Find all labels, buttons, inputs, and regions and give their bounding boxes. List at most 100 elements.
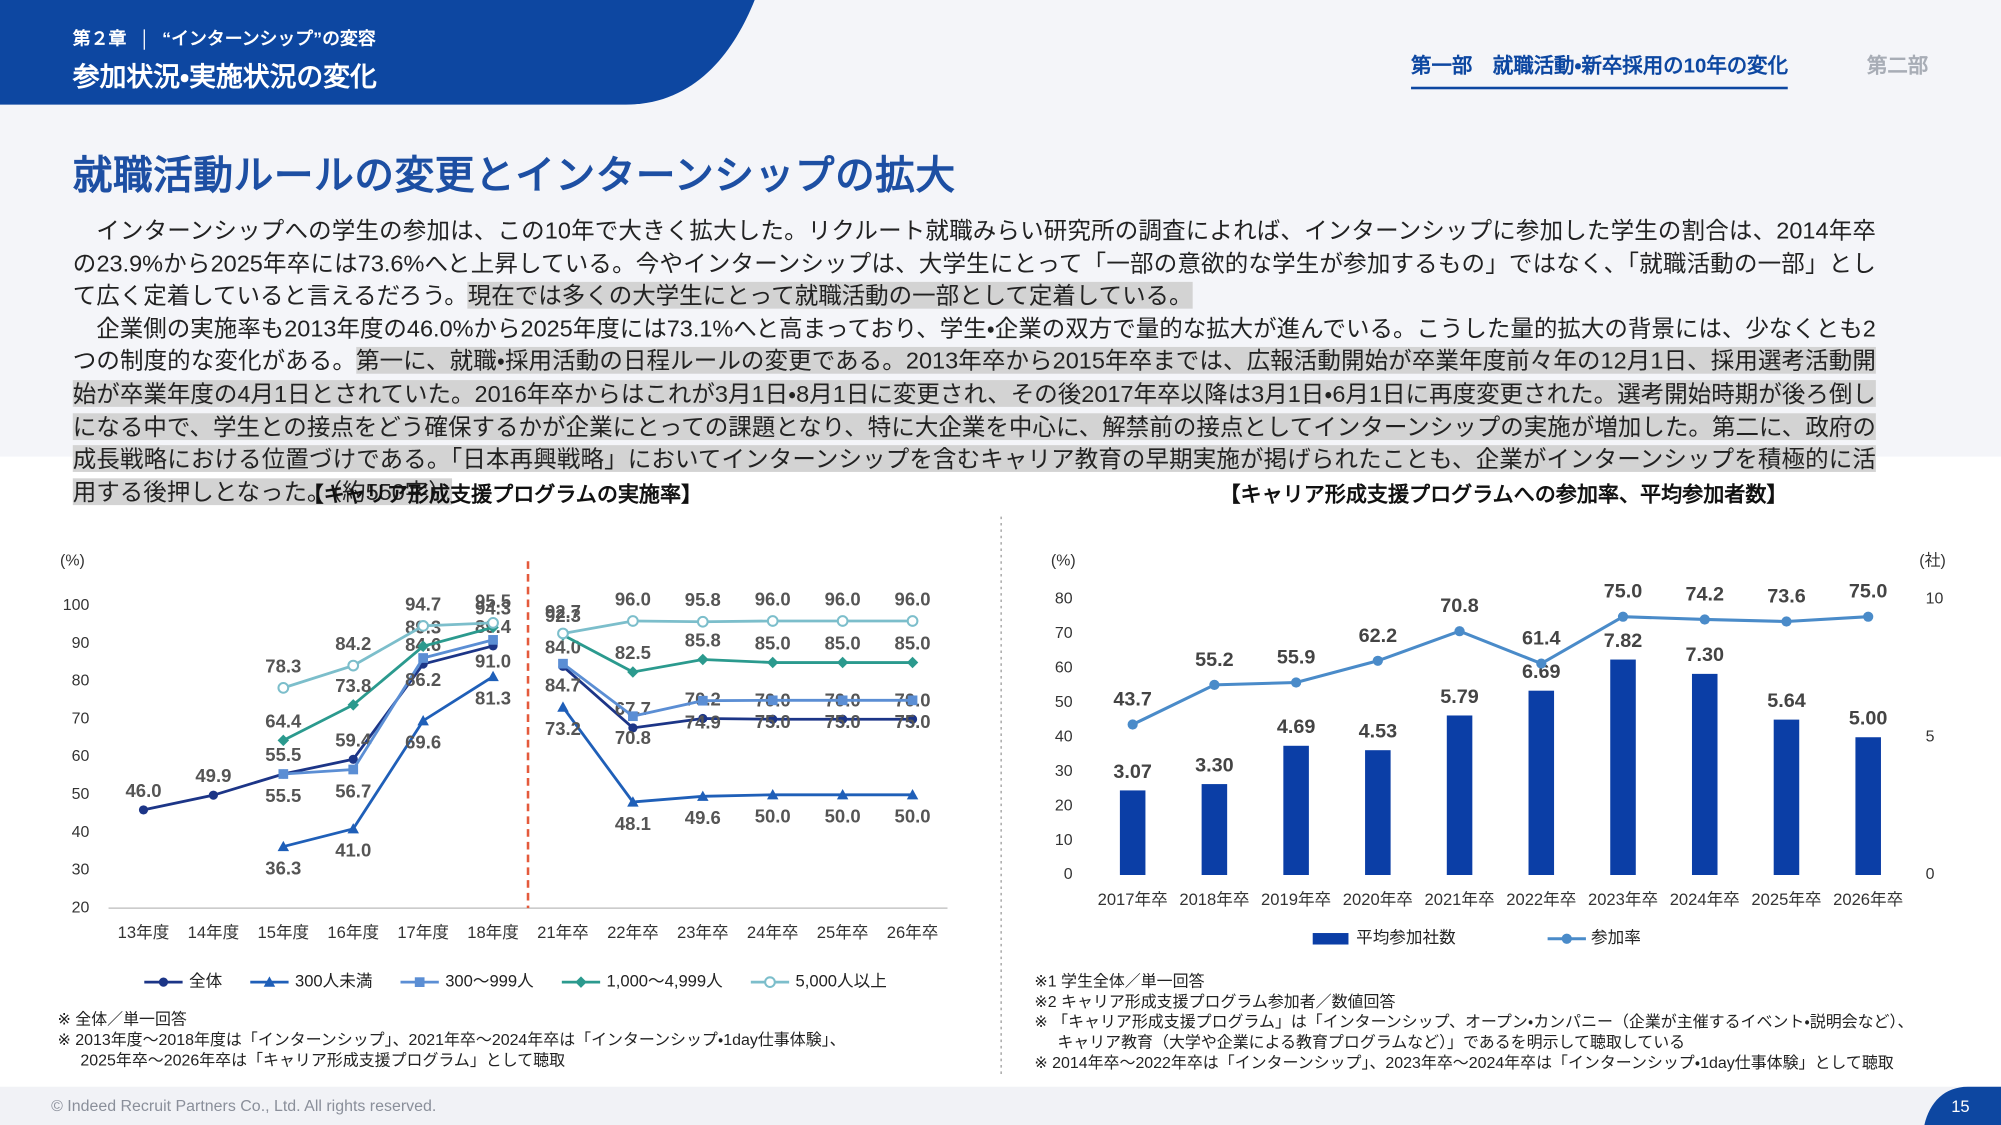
x-tick-label: 17年度 xyxy=(397,923,449,942)
copyright: © Indeed Recruit Partners Co., Ltd. All … xyxy=(51,1096,437,1115)
y-tick-label: 70 xyxy=(1055,625,1073,642)
point xyxy=(277,734,290,747)
point xyxy=(417,714,429,726)
data-label: 78.3 xyxy=(265,655,301,676)
data-label: 82.5 xyxy=(615,642,651,663)
point xyxy=(836,789,849,800)
legend-label: 300〜999人 xyxy=(445,972,534,991)
data-label: 69.6 xyxy=(405,732,441,753)
data-label: 94.7 xyxy=(405,593,441,614)
data-label: 75.0 xyxy=(825,711,861,732)
data-label: 46.0 xyxy=(125,780,161,801)
data-label: 4.53 xyxy=(1359,721,1398,743)
note: ※1 学生全体／単一回答 xyxy=(1034,972,1204,990)
point xyxy=(766,615,779,627)
y-tick-label: 50 xyxy=(1055,694,1073,711)
legend-marker xyxy=(1561,933,1572,944)
body-text: インターンシップへの学生の参加は、この10年で大きく拡大した。リクルート就職みら… xyxy=(72,214,1876,508)
x-tick-label: 2018年卒 xyxy=(1179,890,1249,909)
series-line xyxy=(143,644,913,812)
legend-label: 1,000〜4,999人 xyxy=(607,972,724,991)
note: ※2 キャリア形成支援プログラム参加者／数値回答 xyxy=(1034,993,1395,1011)
x-tick-label: 18年度 xyxy=(467,923,519,942)
bar xyxy=(1691,673,1718,875)
data-label: 95.5 xyxy=(475,590,511,611)
data-label: 74.2 xyxy=(1685,583,1724,605)
x-tick-label: 26年卒 xyxy=(887,923,939,942)
chart-title: 【キャリア形成支援プログラムへの参加率、平均参加者数】 xyxy=(1219,482,1787,507)
x-tick-label: 23年卒 xyxy=(677,923,729,942)
y-tick-label: 20 xyxy=(1055,797,1073,814)
x-tick-label: 25年卒 xyxy=(817,923,869,942)
series-line xyxy=(282,626,913,742)
bar xyxy=(1446,715,1473,875)
point xyxy=(348,754,358,764)
point xyxy=(698,713,708,724)
data-label: 50.0 xyxy=(895,806,931,827)
point xyxy=(488,635,498,645)
point xyxy=(208,790,219,800)
point xyxy=(1699,614,1710,625)
y-tick-label: 30 xyxy=(1055,763,1073,780)
point xyxy=(348,764,359,775)
data-label: 49.6 xyxy=(685,807,721,828)
legend-swatch xyxy=(1312,933,1349,945)
series-line xyxy=(283,638,913,776)
paragraph: 企業側の実施率も2013年度の46.0%から2025年度には73.1%へと高まっ… xyxy=(72,312,1876,508)
nav-tab[interactable]: 第一部 就職活動・新卒採用の10年の変化 xyxy=(1411,48,1789,90)
bar xyxy=(1119,790,1146,875)
series-line xyxy=(282,619,913,690)
data-label: 75.0 xyxy=(1849,581,1888,603)
data-label: 43.7 xyxy=(1113,688,1152,710)
text: 企業側の実施率も2013年度の46.0%から2025年度には73.1%へと高まっ… xyxy=(72,314,1876,375)
point xyxy=(1781,616,1792,627)
y2-tick-label: 5 xyxy=(1926,728,1935,745)
x-tick-label: 22年卒 xyxy=(607,923,659,942)
highlight: 第一に、就職・採用活動の日程ルールの変更である。2013年卒から2015年卒まで… xyxy=(72,347,1876,505)
x-tick-label: 21年卒 xyxy=(537,923,589,942)
point xyxy=(277,840,290,852)
x-tick-label: 2020年卒 xyxy=(1343,890,1413,909)
nav-tab[interactable]: 第二部 xyxy=(1866,56,1929,78)
data-label: 7.30 xyxy=(1685,644,1724,666)
bar xyxy=(1365,750,1391,875)
page-badge-bg xyxy=(1924,1086,2001,1125)
page-title: 就職活動ルールの変更とインターンシップの拡大 xyxy=(72,153,956,198)
y-axis-unit: (%) xyxy=(60,552,85,569)
point xyxy=(697,653,709,666)
y-tick-label: 70 xyxy=(72,710,90,727)
data-label: 94.3 xyxy=(475,597,511,618)
point xyxy=(836,615,849,627)
point xyxy=(417,620,430,632)
point xyxy=(627,796,639,807)
data-label: 49.9 xyxy=(195,765,231,786)
data-label: 7.82 xyxy=(1604,630,1643,652)
data-label: 64.4 xyxy=(265,710,302,731)
legend-label: 5,000人以上 xyxy=(796,972,887,991)
header-shape: 第２章 “インターンシップ”の変容 参加状況・実施状況の変化 xyxy=(0,0,755,105)
data-label: 6.69 xyxy=(1522,661,1561,683)
x-tick-label: 2025年卒 xyxy=(1751,890,1821,909)
y2-axis-unit: (社) xyxy=(1919,551,1946,569)
x-tick-label: 15年度 xyxy=(258,923,310,942)
y-tick-label: 40 xyxy=(1055,728,1073,745)
y-tick-label: 30 xyxy=(72,862,90,879)
point xyxy=(277,681,290,694)
y-tick-label: 90 xyxy=(72,635,90,652)
data-label: 36.3 xyxy=(265,857,301,878)
point xyxy=(347,659,360,672)
data-label: 85.0 xyxy=(895,633,931,654)
data-label: 73.6 xyxy=(1767,586,1806,608)
data-label: 55.9 xyxy=(1277,646,1316,668)
point xyxy=(627,666,639,678)
data-label: 84.0 xyxy=(545,636,581,657)
y-tick-label: 10 xyxy=(1055,832,1073,849)
x-tick-label: 13年度 xyxy=(118,923,170,942)
data-label: 50.0 xyxy=(755,806,791,827)
x-tick-label: 2017年卒 xyxy=(1098,890,1168,909)
legend-marker xyxy=(764,976,776,989)
note: ※ 2014年卒〜2022年卒は「インターンシップ」、2023年卒〜2024年卒… xyxy=(1034,1054,1893,1072)
bar xyxy=(1610,659,1636,875)
data-label: 75.0 xyxy=(895,711,931,732)
chapter: 第２章 xyxy=(73,27,127,48)
